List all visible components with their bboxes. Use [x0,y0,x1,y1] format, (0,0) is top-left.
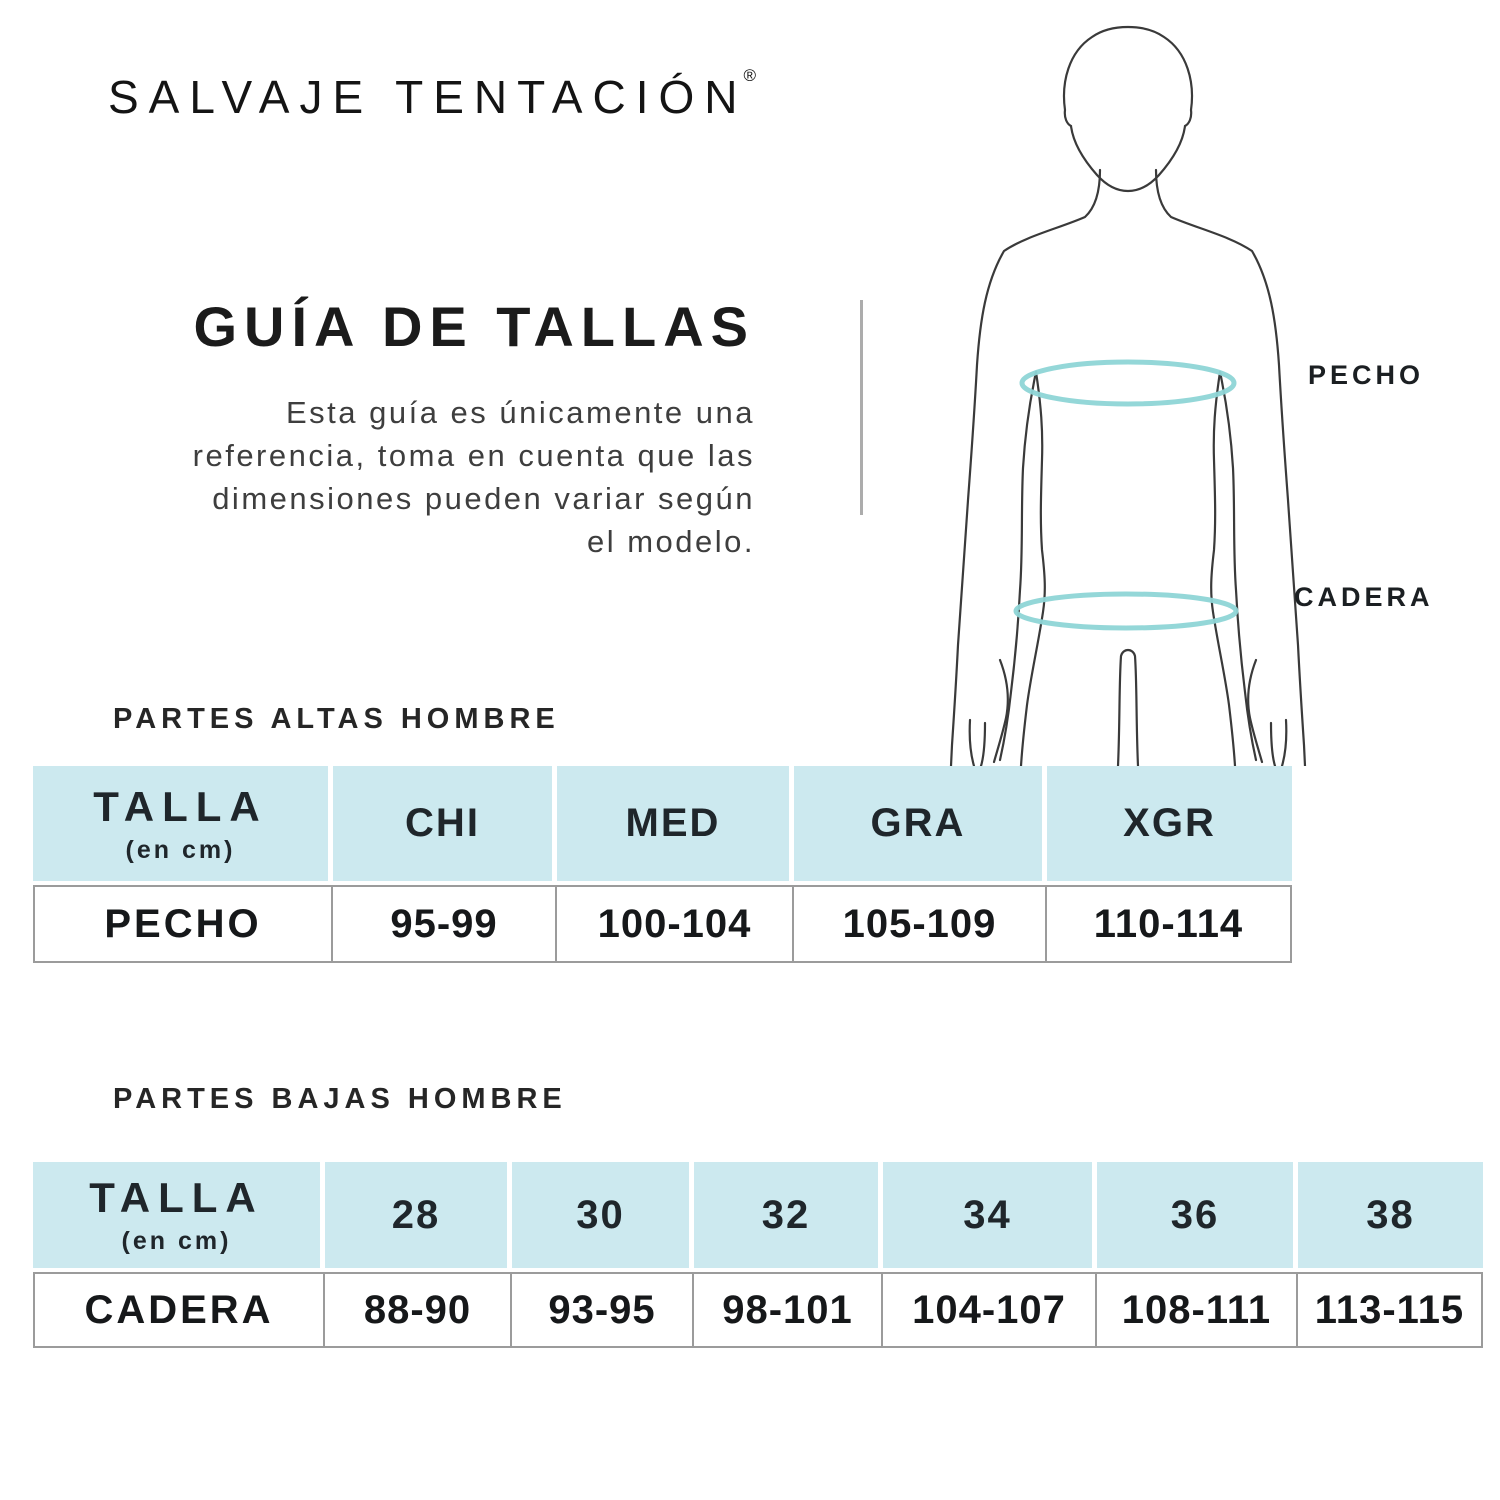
right-neck-arm-outline [1154,168,1307,766]
column-header: GRA [794,766,1047,885]
size-table-upper: TALLA (en cm) CHI MED GRA XGR PECHO 95-9… [33,766,1292,963]
size-unit: (en cm) [125,835,236,864]
table-cell: 88-90 [325,1272,512,1348]
table-cell: 105-109 [794,885,1047,963]
column-header: 28 [325,1162,512,1272]
vertical-divider [860,300,863,515]
header-cell-size-label: TALLA (en cm) [33,1162,325,1272]
table-cell: 93-95 [512,1272,694,1348]
table-cell: 100-104 [557,885,794,963]
size-label: TALLA [89,1174,264,1221]
left-neck-arm-outline [949,168,1102,766]
header-cell-size-label: TALLA (en cm) [33,766,333,885]
intro-block: GUÍA DE TALLAS Esta guía es únicamente u… [92,294,755,563]
column-header: MED [557,766,794,885]
table-cell: 113-115 [1298,1272,1483,1348]
column-header: 38 [1298,1162,1483,1272]
page-title: GUÍA DE TALLAS [193,295,755,358]
table-cell: 95-99 [333,885,557,963]
left-torso-side [1019,370,1046,766]
intro-line: Esta guía es únicamente una [285,395,755,430]
male-body-outline-figure [949,25,1307,766]
column-header: XGR [1047,766,1292,885]
table-cell: 104-107 [883,1272,1097,1348]
table-cell: 110-114 [1047,885,1292,963]
column-header: CHI [333,766,557,885]
row-label-cell: PECHO [33,885,333,963]
registered-trademark: ® [743,65,757,85]
hip-label: CADERA [1294,582,1434,612]
right-torso-side [1210,370,1237,766]
size-label: TALLA [93,782,268,830]
column-header: 30 [512,1162,694,1272]
hip-measure-line [1013,591,1239,631]
right-hand [1247,658,1288,766]
table-cell: 108-111 [1097,1272,1298,1348]
intro-line: referencia, toma en cuenta que las [192,438,755,473]
chest-label: PECHO [1308,360,1425,390]
section-title-upper: PARTES ALTAS HOMBRE [113,703,560,735]
intro-line: el modelo. [586,524,755,559]
column-header: 36 [1097,1162,1298,1272]
section-title-lower: PARTES BAJAS HOMBRE [113,1083,567,1115]
column-header: 32 [694,1162,883,1272]
brand-name: SALVAJE TENTACIÓN [108,71,748,123]
left-inner-arm [998,370,1038,762]
table-cell: 98-101 [694,1272,883,1348]
head-outline [1062,25,1194,193]
brand-logo: SALVAJE TENTACIÓN® [108,66,760,124]
inner-legs [1116,648,1140,766]
left-hand [968,658,1009,766]
right-inner-arm [1218,370,1258,762]
row-label-cell: CADERA [33,1272,325,1348]
column-header: 34 [883,1162,1097,1272]
size-unit: (en cm) [121,1227,232,1255]
size-table-lower: TALLA (en cm) 28 30 32 34 36 38 CADERA 8… [33,1162,1483,1348]
intro-line: dimensiones pueden variar según [212,481,755,516]
chest-measure-line [1019,359,1237,407]
